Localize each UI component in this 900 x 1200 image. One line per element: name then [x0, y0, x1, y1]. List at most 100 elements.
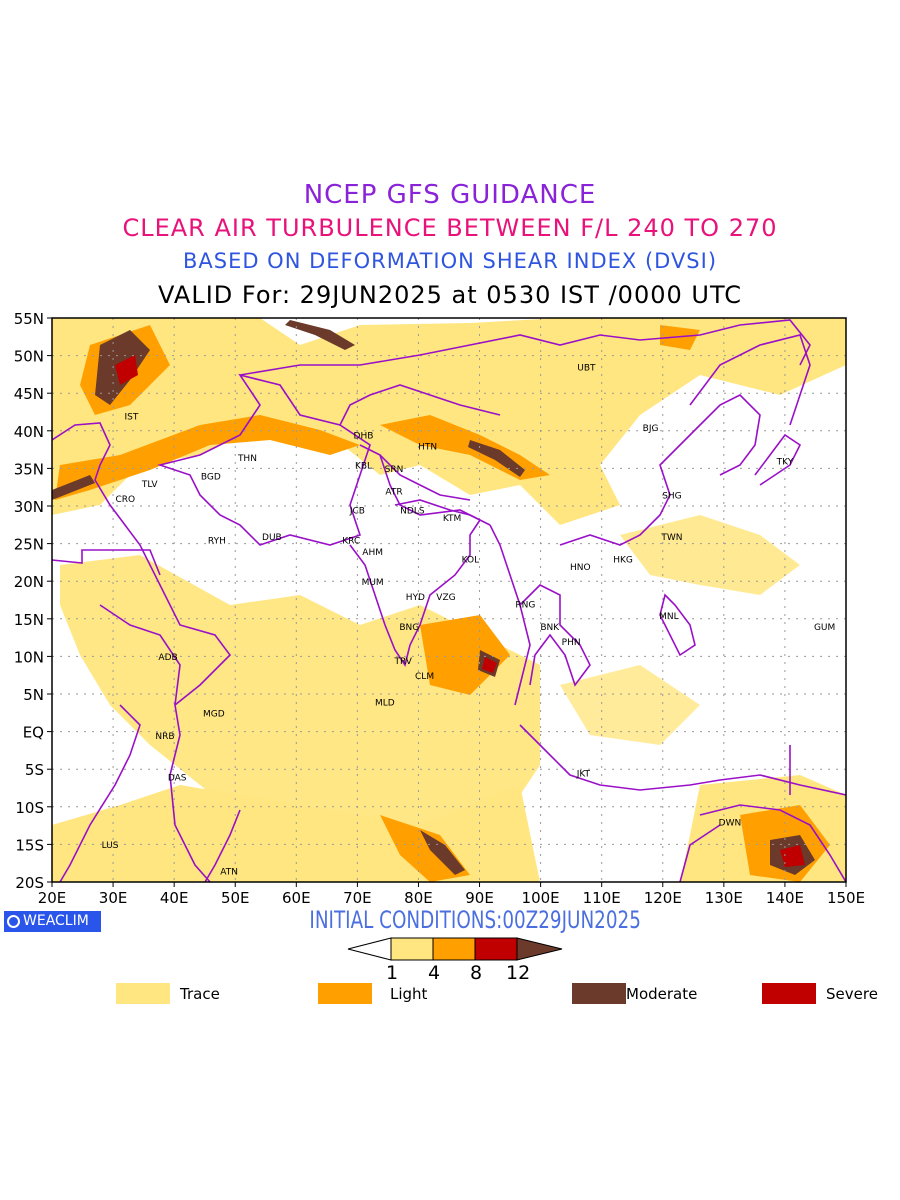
lat-tick-label: 5N [23, 686, 44, 704]
station-label-phn: PHN [562, 638, 581, 648]
chart-title: NCEP GFS GUIDANCE [303, 180, 597, 210]
station-label-bgd: BGD [201, 473, 221, 483]
longitude-axis: 20E 30E 40E 50E 60E 70E 80E 90E 100E 110E 120E 130E… [38, 882, 865, 905]
map-plot-area: IST TLV CRO BGD THN RYH DUB DHB KBL SRN HTN JCB ATR N… [52, 318, 846, 882]
legend-trace-label: Trace [180, 985, 220, 1003]
lat-tick-label: 10S [15, 799, 44, 817]
legend-moderate-swatch [572, 983, 626, 1004]
weaclim-logo: WEACLIM [4, 911, 101, 932]
station-label-bng: BNG [399, 623, 419, 633]
station-label-jkt: JKT [576, 770, 591, 780]
chart-subtitle-method: BASED ON DEFORMATION SHEAR INDEX (DVSI) [182, 249, 718, 273]
station-label-ist: IST [124, 413, 138, 423]
station-label-rng: RNG [515, 601, 535, 611]
latitude-axis: 55N 50N 45N 40N 35N 30N 25N 20N 15N 10N 5N EQ 5S 10S 1… [14, 310, 52, 892]
lat-tick-label: 40N [14, 423, 44, 441]
lat-tick-label: 15S [15, 836, 44, 854]
lat-tick-label: 25N [14, 536, 44, 554]
station-label-mum: MUM [362, 578, 384, 588]
lat-tick-label: 15N [14, 611, 44, 629]
turbulence-map: IST TLV CRO BGD THN RYH DUB DHB KBL SRN HTN JCB ATR N… [14, 310, 865, 905]
lon-tick-label: 50E [221, 889, 250, 905]
station-label-atn: ATN [220, 867, 238, 877]
lat-tick-label: 45N [14, 385, 44, 403]
lat-tick-label: 20N [14, 573, 44, 591]
lon-tick-label: 120E [644, 889, 682, 905]
legend-severe-label: Severe [826, 985, 878, 1003]
station-label-das: DAS [168, 773, 187, 783]
station-labels: IST TLV CRO BGD THN RYH DUB DHB KBL SRN HTN JCB ATR N… [102, 364, 836, 878]
lon-tick-label: 90E [465, 889, 494, 905]
chart-subtitle-product: CLEAR AIR TURBULENCE BETWEEN F/L 240 TO … [122, 214, 778, 242]
station-label-bjg: BJG [643, 424, 659, 434]
station-label-htn: HTN [418, 443, 437, 453]
station-label-vzg: VZG [436, 593, 455, 603]
colorbar-low-arrow [347, 937, 392, 961]
station-label-nrb: NRB [155, 732, 174, 742]
station-label-srn: SRN [385, 465, 404, 475]
lon-tick-label: 60E [282, 889, 311, 905]
legend-light-label: Light [390, 985, 428, 1003]
lat-tick-label: EQ [23, 724, 44, 742]
station-label-ryh: RYH [208, 537, 226, 547]
lon-tick-label: 70E [343, 889, 372, 905]
lon-tick-label: 40E [160, 889, 189, 905]
station-label-kbl: KBL [355, 461, 372, 471]
valid-time-label: VALID For: 29JUN2025 at 0530 IST /0000 U… [158, 281, 742, 309]
lat-tick-label: 30N [14, 498, 44, 516]
station-label-mld: MLD [375, 698, 395, 708]
station-label-ahm: AHM [362, 548, 383, 558]
station-label-gum: GUM [814, 623, 835, 633]
station-label-twn: TWN [660, 533, 682, 543]
colorbar-tick: 12 [506, 962, 531, 984]
station-label-clm: CLM [415, 672, 434, 682]
station-label-mnl: MNL [659, 612, 679, 622]
lat-tick-label: 35N [14, 460, 44, 478]
map-frame [51, 317, 847, 883]
lon-tick-label: 150E [827, 889, 865, 905]
colorbar-tick: 8 [470, 962, 483, 984]
colorbar [347, 937, 563, 961]
legend-moderate-label: Moderate [626, 985, 698, 1003]
logo-ring-icon [7, 915, 20, 928]
colorbar-tick: 4 [428, 962, 441, 984]
lon-tick-label: 30E [99, 889, 128, 905]
lon-tick-label: 80E [404, 889, 433, 905]
colorbar-tick: 1 [386, 962, 399, 984]
station-label-tlv: TLV [141, 480, 159, 490]
station-label-ktm: KTM [443, 514, 461, 524]
initial-conditions-label: INITIAL CONDITIONS:00Z29JUN2025 [309, 906, 641, 934]
station-label-atr: ATR [385, 488, 402, 498]
legend-trace-swatch [116, 983, 170, 1004]
station-label-adb: ADB [158, 653, 177, 663]
country-boundaries [52, 319, 846, 882]
station-label-shg: SHG [662, 491, 681, 501]
lat-tick-label: 55N [14, 310, 44, 328]
station-label-krc: KRC [342, 537, 360, 547]
station-label-trv: TRV [393, 657, 412, 667]
legend-light-swatch [318, 983, 372, 1004]
station-label-hkg: HKG [613, 555, 633, 565]
station-label-kol: KOL [462, 555, 480, 565]
station-label-hno: HNO [570, 563, 591, 573]
station-label-thn: THN [237, 454, 257, 464]
station-label-dub: DUB [262, 533, 282, 543]
lon-tick-label: 140E [766, 889, 804, 905]
station-label-cro: CRO [115, 495, 135, 505]
station-label-dhb: DHB [354, 431, 374, 441]
station-label-ndls: NDLS [400, 507, 425, 517]
lon-tick-label: 20E [38, 889, 67, 905]
lat-tick-label: 10N [14, 648, 44, 666]
station-label-hyd: HYD [406, 593, 425, 603]
lon-tick-label: 130E [705, 889, 743, 905]
station-label-ubt: UBT [577, 364, 596, 374]
lon-tick-label: 110E [583, 889, 621, 905]
lat-tick-label: 5S [25, 761, 44, 779]
station-label-lus: LUS [102, 841, 119, 851]
colorbar-light-segment [432, 937, 476, 961]
legend-severe-swatch [762, 983, 816, 1004]
lat-tick-label: 20S [15, 874, 44, 892]
colorbar-trace-segment [390, 937, 434, 961]
lon-tick-label: 100E [522, 889, 560, 905]
station-label-mgd: MGD [203, 710, 225, 720]
